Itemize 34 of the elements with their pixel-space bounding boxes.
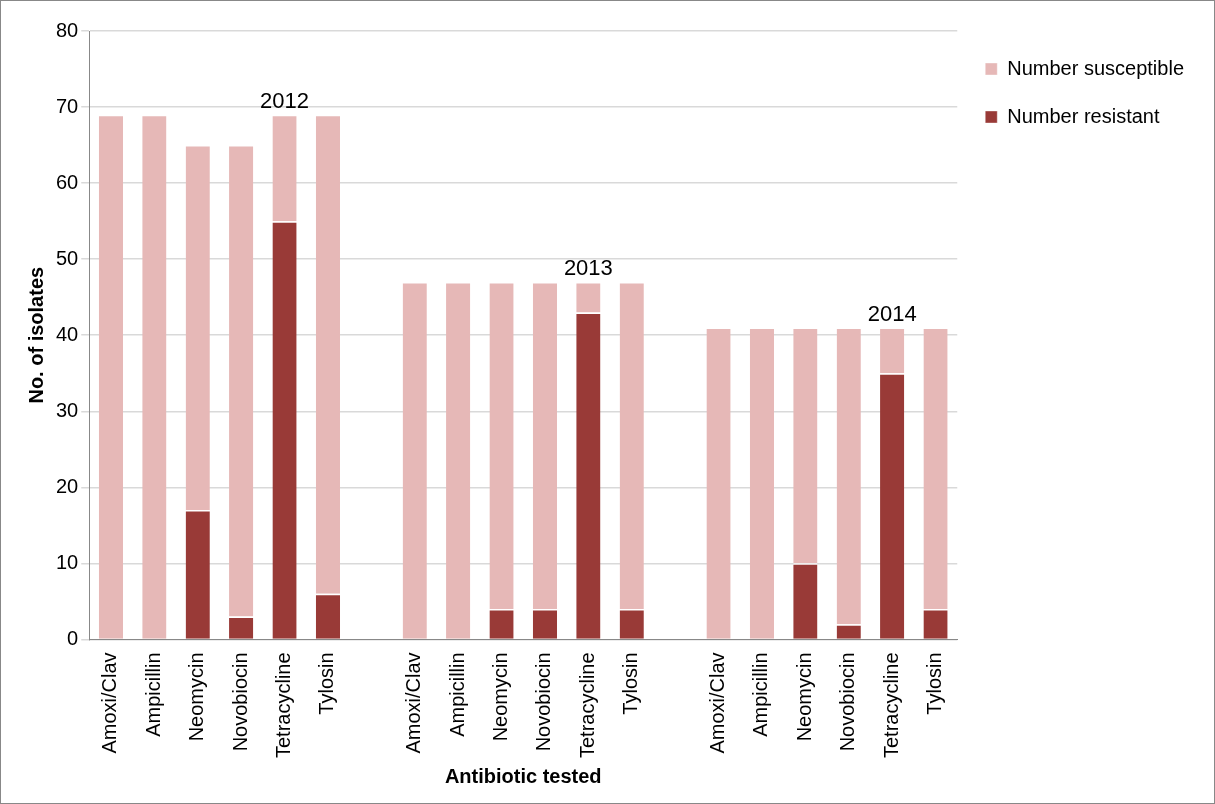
y-tick-label: 20 bbox=[56, 474, 79, 497]
x-tick-label: Tetracycline bbox=[575, 652, 598, 759]
legend-label: Number resistant bbox=[1007, 104, 1160, 127]
x-tick-label: Neomycin bbox=[792, 652, 815, 742]
x-tick-label: Neomycin bbox=[185, 652, 208, 742]
y-tick-label: 30 bbox=[56, 398, 79, 421]
x-axis-title: Antibiotic tested bbox=[444, 764, 602, 787]
annotation: 2013 bbox=[563, 255, 613, 281]
annotation: 2014 bbox=[867, 300, 917, 326]
x-tick-label: Novobiocin bbox=[836, 652, 859, 752]
x-tick-label: Ampicillin bbox=[141, 652, 164, 737]
y-tick-label: 50 bbox=[56, 246, 79, 269]
x-tick-label: Tetracycline bbox=[272, 652, 295, 759]
x-tick-label: Tetracycline bbox=[879, 652, 902, 759]
y-tick-label: 10 bbox=[56, 550, 79, 573]
y-tick-label: 60 bbox=[56, 170, 79, 193]
y-tick-label: 80 bbox=[56, 18, 79, 41]
x-tick-label: Amoxi/Clav bbox=[706, 652, 729, 754]
x-tick-label: Tylosin bbox=[315, 652, 338, 715]
y-tick-label: 70 bbox=[56, 94, 79, 117]
x-tick-label: Ampicillin bbox=[445, 652, 468, 737]
x-tick-label: Neomycin bbox=[489, 652, 512, 742]
x-tick-label: Ampicillin bbox=[749, 652, 772, 737]
y-tick-label: 0 bbox=[67, 626, 79, 649]
x-tick-label: Tylosin bbox=[923, 652, 946, 715]
y-tick-label: 40 bbox=[56, 322, 79, 345]
x-tick-label: Amoxi/Clav bbox=[402, 652, 425, 754]
x-tick-label: Novobiocin bbox=[532, 652, 555, 752]
annotation: 2012 bbox=[260, 87, 310, 113]
y-axis-title: No. of isolates bbox=[24, 266, 47, 404]
legend-label: Number susceptible bbox=[1007, 56, 1184, 79]
x-tick-label: Tylosin bbox=[619, 652, 642, 715]
x-tick-label: Amoxi/Clav bbox=[98, 652, 121, 754]
x-tick-label: Novobiocin bbox=[228, 652, 251, 752]
